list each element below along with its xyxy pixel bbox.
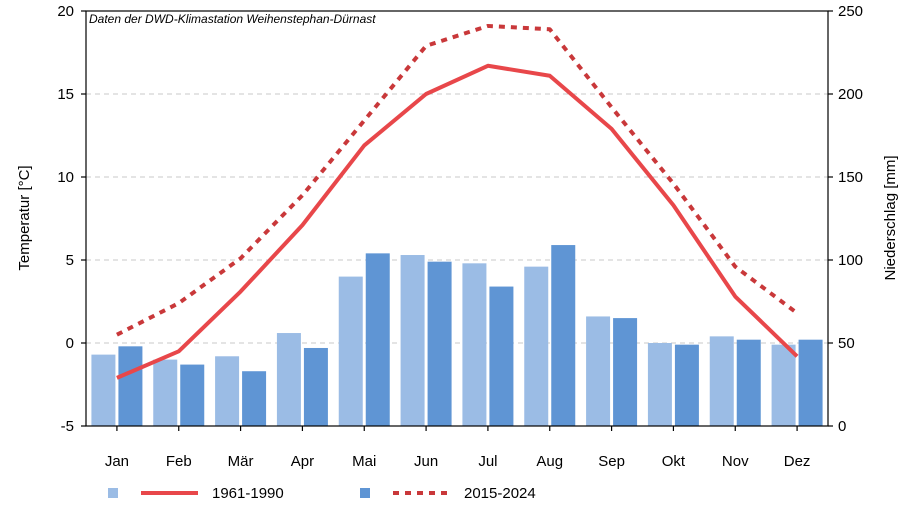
- bar: [303, 347, 328, 426]
- plot-frame: [85, 10, 829, 427]
- bar: [586, 316, 611, 426]
- bar: [489, 286, 514, 426]
- bar: [551, 245, 576, 426]
- bar: [276, 333, 301, 426]
- x-tick-label: Dez: [784, 453, 811, 470]
- legend-label: 2015-2024: [464, 485, 536, 502]
- legend-label: 1961-1990: [212, 485, 284, 502]
- series-line: [116, 63, 799, 380]
- bar: [709, 336, 734, 426]
- bar: [524, 266, 549, 426]
- bar: [400, 255, 425, 426]
- right-tick-label: 200: [838, 86, 863, 103]
- x-tick-label: Aug: [536, 453, 563, 470]
- bar: [462, 263, 487, 426]
- bar: [647, 343, 672, 426]
- bar: [180, 364, 205, 426]
- bar: [613, 318, 638, 426]
- left-tick-label: 10: [57, 169, 74, 186]
- legend-bar-swatch: [360, 488, 370, 498]
- bar: [338, 276, 363, 426]
- legend: 1961-1990 2015-2024: [108, 485, 536, 502]
- precipitation-bars: [91, 245, 823, 426]
- bar: [365, 253, 390, 426]
- bar: [736, 339, 761, 426]
- x-tick-label: Jun: [414, 453, 438, 470]
- right-tick-label: 250: [838, 3, 863, 20]
- x-tick-label: Jul: [478, 453, 497, 470]
- bar: [798, 339, 823, 426]
- bar: [153, 359, 178, 426]
- left-tick-label: -5: [61, 418, 74, 435]
- x-tick-label: Mai: [352, 453, 376, 470]
- bar: [242, 371, 267, 426]
- right-tick-label: 100: [838, 252, 863, 269]
- left-tick-label: 15: [57, 86, 74, 103]
- bar: [674, 344, 699, 426]
- bar: [427, 261, 452, 426]
- right-tick-label: 150: [838, 169, 863, 186]
- grid-lines: [86, 93, 828, 344]
- x-tick-label: Feb: [166, 453, 192, 470]
- left-axis-label: Temperatur [°C]: [16, 165, 33, 270]
- chart-annotation: Daten der DWD-Klimastation Weihenstephan…: [89, 12, 376, 26]
- left-tick-label: 20: [57, 3, 74, 20]
- temperature-lines: [116, 23, 799, 380]
- bar: [215, 356, 240, 426]
- x-tick-label: Nov: [722, 453, 749, 470]
- right-tick-label: 50: [838, 335, 855, 352]
- x-tick-label: Apr: [291, 453, 314, 470]
- bar: [118, 346, 143, 426]
- x-tick-label: Sep: [598, 453, 625, 470]
- series-line: [116, 23, 799, 337]
- right-tick-label: 0: [838, 418, 846, 435]
- x-tick-label: Jan: [105, 453, 129, 470]
- left-tick-label: 5: [66, 252, 74, 269]
- x-tick-label: Okt: [662, 453, 686, 470]
- legend-bar-swatch: [108, 488, 118, 498]
- left-tick-label: 0: [66, 335, 74, 352]
- bar: [91, 354, 116, 426]
- right-axis-label: Niederschlag [mm]: [882, 155, 899, 280]
- bar: [771, 344, 796, 426]
- x-tick-label: Mär: [228, 453, 254, 470]
